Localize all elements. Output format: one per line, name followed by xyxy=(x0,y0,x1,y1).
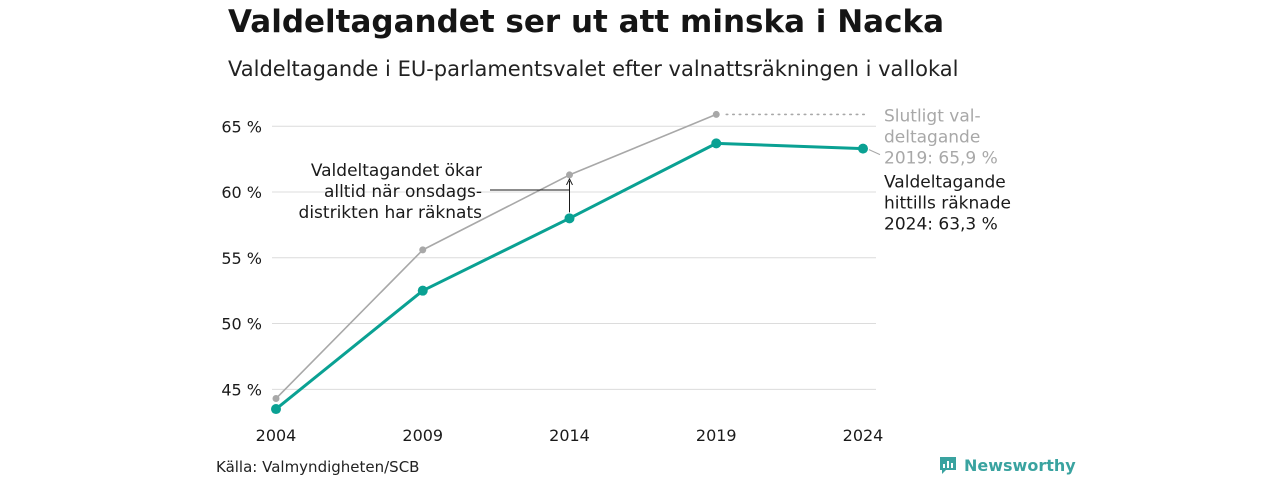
brand-logo: Newsworthy xyxy=(938,455,1076,475)
counted-turnout-point xyxy=(417,285,428,296)
counted-turnout-point xyxy=(858,143,868,154)
final-turnout-label-line: 2019: 65,9 % xyxy=(884,148,998,168)
counted-turnout-label-line: hittills räknade xyxy=(884,194,1011,214)
final-turnout-label-line: Slutligt val- xyxy=(884,106,981,126)
y-tick-label: 45 % xyxy=(221,380,262,399)
x-tick-label: 2004 xyxy=(256,426,297,445)
counted-turnout-label-line: Valdeltagande xyxy=(884,173,1006,193)
y-tick-label: 50 % xyxy=(221,315,262,334)
x-tick-label: 2024 xyxy=(843,426,884,445)
newsworthy-logo-icon xyxy=(940,457,956,474)
y-tick-label: 55 % xyxy=(221,249,262,268)
counted-turnout-label-line: 2024: 63,3 % xyxy=(884,215,998,235)
final-turnout-label-line: deltagande xyxy=(884,127,980,147)
turnout-note-line: Valdeltagandet ökar xyxy=(311,161,482,181)
turnout-note-line: alltid när onsdags- xyxy=(324,182,482,202)
source-note: Källa: Valmyndigheten/SCB xyxy=(216,458,420,476)
final-turnout-point xyxy=(419,246,427,254)
brand-name: Newsworthy xyxy=(964,455,1076,475)
note-arrowhead xyxy=(566,177,573,186)
x-tick-label: 2009 xyxy=(402,426,443,445)
final-turnout-label: Slutligt val-deltagande 2019: 65,9 % xyxy=(884,106,998,168)
turnout-note: Valdeltagandet ökar alltid när onsdags-di… xyxy=(299,161,483,223)
counted-turnout-point xyxy=(271,404,281,415)
counted-turnout-label: Valdeltagande hittills räknade 2024: 63,3 … xyxy=(884,173,1011,235)
counted-turnout-point xyxy=(564,213,575,224)
final-turnout-point xyxy=(272,395,280,403)
x-tick-label: 2019 xyxy=(696,426,737,445)
y-tick-label: 65 % xyxy=(221,117,262,136)
counted-label-connector xyxy=(868,149,881,156)
x-tick-label: 2014 xyxy=(549,426,590,445)
final-turnout-point xyxy=(566,171,573,179)
y-tick-label: 60 % xyxy=(221,183,262,202)
turnout-note-line: distrikten har räknats xyxy=(299,203,483,223)
chart-title: Valdeltagandet ser ut att minska i Nacka xyxy=(228,4,944,40)
final-turnout-point xyxy=(712,110,720,118)
counted-turnout-point xyxy=(711,138,722,149)
chart-subtitle: Valdeltagande i EU-parlamentsvalet efter… xyxy=(228,57,959,81)
line-chart: 45 % 50 % 55 % 60 % 65 % 2004 2009 2014 2019 202… xyxy=(221,106,1011,445)
final-turnout-line xyxy=(275,113,718,400)
